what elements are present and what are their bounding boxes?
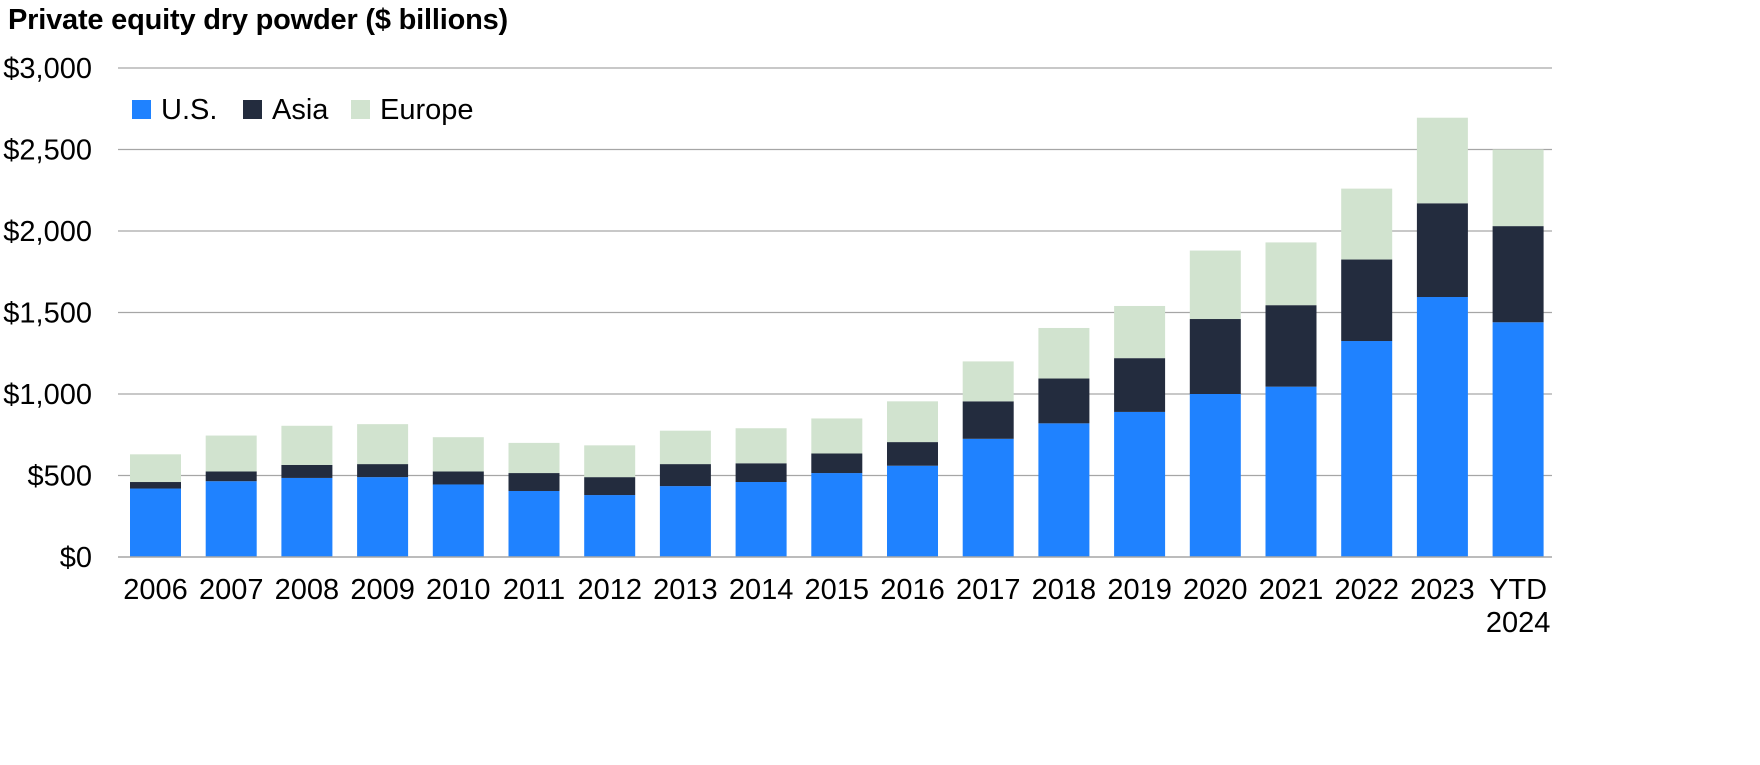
y-tick-label: $0: [60, 542, 92, 574]
x-tick-label: 2007: [199, 574, 264, 606]
bar-asia: [432, 471, 484, 485]
legend-swatch: [243, 100, 262, 119]
legend-label: U.S.: [161, 94, 217, 126]
bar-europe: [1114, 305, 1166, 359]
bar-u-s: [205, 481, 257, 557]
bar-u-s: [1341, 341, 1393, 557]
bar-asia: [1492, 226, 1544, 323]
bar-u-s: [432, 484, 484, 557]
bar-u-s: [1416, 297, 1468, 557]
x-tick-label: 2015: [805, 574, 870, 606]
x-tick-label: YTD 2024: [1486, 574, 1551, 639]
x-tick-label: 2017: [956, 574, 1021, 606]
bar-asia: [281, 464, 333, 478]
x-tick-label: 2022: [1334, 574, 1399, 606]
x-tick-label: 2019: [1107, 574, 1172, 606]
bar-u-s: [281, 477, 333, 557]
bar-asia: [1189, 319, 1241, 394]
bar-europe: [1189, 250, 1241, 320]
bar-asia: [659, 464, 711, 487]
y-tick-label: $1,500: [3, 298, 92, 330]
bar-u-s: [1265, 386, 1317, 557]
legend-swatch: [132, 100, 151, 119]
bar-u-s: [130, 488, 181, 557]
x-tick-label: 2010: [426, 574, 491, 606]
bar-europe: [1341, 188, 1393, 260]
x-tick-label: 2008: [275, 574, 340, 606]
bar-asia: [735, 463, 787, 483]
legend-label: Europe: [380, 94, 474, 126]
bar-asia: [1114, 358, 1166, 412]
bar-asia: [357, 464, 409, 478]
y-tick-label: $2,000: [3, 216, 92, 248]
grid-lines: [118, 67, 1552, 477]
bar-europe: [432, 437, 484, 472]
x-tick-label: 2013: [653, 574, 718, 606]
bar-u-s: [1114, 411, 1166, 557]
bar-asia: [1341, 259, 1393, 342]
bar-asia: [1265, 305, 1317, 387]
x-tick-label: 2021: [1259, 574, 1324, 606]
bar-asia: [584, 477, 636, 496]
legend-label: Asia: [272, 94, 329, 126]
bar-europe: [508, 442, 560, 474]
bar-asia: [1038, 378, 1090, 424]
bar-u-s: [887, 465, 938, 557]
x-tick-label: 2014: [729, 574, 794, 606]
bar-u-s: [962, 438, 1014, 557]
bars: [130, 117, 1544, 557]
bar-europe: [962, 361, 1014, 402]
x-tick-label: 2012: [577, 574, 642, 606]
bar-u-s: [1189, 394, 1241, 557]
bar-europe: [659, 430, 711, 465]
bar-asia: [811, 453, 863, 474]
x-tick-label: 2023: [1410, 574, 1475, 606]
y-tick-label: $3,000: [3, 53, 92, 85]
bar-europe: [1265, 242, 1317, 306]
y-tick-label: $500: [27, 461, 92, 493]
bar-europe: [130, 454, 181, 483]
legend-swatch: [351, 100, 370, 119]
bar-u-s: [584, 495, 636, 557]
bar-europe: [887, 401, 938, 443]
bar-europe: [584, 445, 636, 478]
x-tick-label: 2006: [123, 574, 188, 606]
x-tick-label: 2016: [880, 574, 945, 606]
x-tick-label: 2009: [350, 574, 415, 606]
bar-europe: [811, 418, 863, 454]
legend: U.S. Asia Europe: [132, 94, 474, 126]
bar-u-s: [508, 490, 560, 557]
axes: $0 $500 $1,000 $1,500 $2,000 $2,500 $3,000 2006…: [3, 53, 1552, 639]
bar-u-s: [1492, 322, 1544, 557]
bar-europe: [205, 435, 257, 472]
chart-title: Private equity dry powder ($ billions): [8, 4, 508, 36]
y-tick-label: $2,500: [3, 135, 92, 167]
bar-asia: [1416, 203, 1468, 298]
bar-u-s: [659, 486, 711, 557]
bar-asia: [130, 482, 181, 489]
y-tick-label: $1,000: [3, 379, 92, 411]
bar-u-s: [735, 482, 787, 557]
bar-asia: [205, 471, 257, 482]
x-tick-label: 2018: [1032, 574, 1097, 606]
bar-europe: [1038, 327, 1090, 379]
bar-europe: [357, 424, 409, 465]
bar-europe: [281, 425, 333, 465]
bar-u-s: [357, 477, 409, 557]
bar-europe: [1492, 149, 1544, 227]
bar-asia: [962, 401, 1014, 439]
bar-europe: [735, 428, 787, 464]
x-tick-label: 2020: [1183, 574, 1248, 606]
bar-u-s: [1038, 423, 1090, 557]
bar-europe: [1416, 117, 1468, 204]
bar-asia: [887, 442, 938, 466]
x-tick-label: 2011: [503, 574, 565, 606]
bar-asia: [508, 473, 560, 491]
bar-u-s: [811, 473, 863, 557]
